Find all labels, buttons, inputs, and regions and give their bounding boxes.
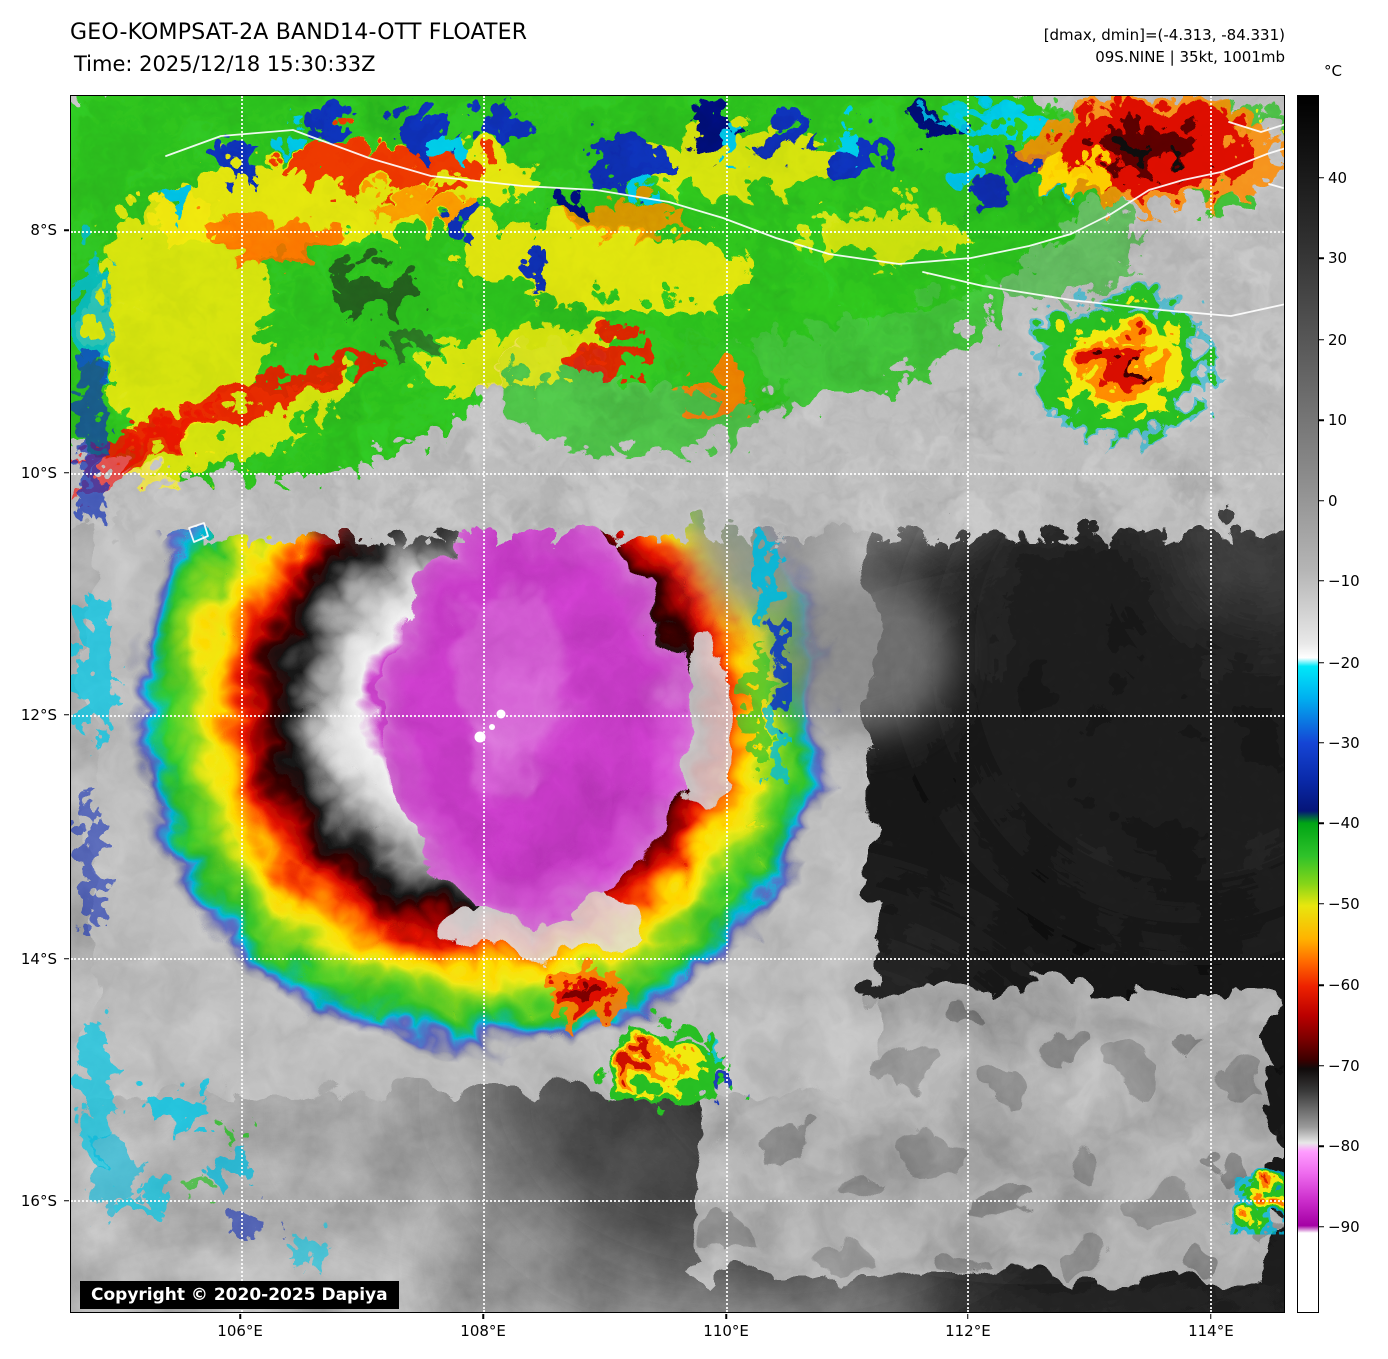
- gridline-lon: [1210, 96, 1212, 1312]
- gridline-lon: [967, 96, 970, 1312]
- lat-tick-label: 10°S: [20, 463, 57, 482]
- colorbar-tickmark: [1319, 1064, 1324, 1067]
- gridline-lat: [71, 714, 1284, 717]
- colorbar-tick-label: −20: [1328, 653, 1360, 672]
- colorbar-tick-label: −80: [1328, 1137, 1360, 1156]
- figure-timestamp: Time: 2025/12/18 15:30:33Z: [74, 52, 376, 76]
- info-block: [dmax, dmin]=(-4.313, -84.331) 09S.NINE …: [1044, 24, 1285, 68]
- colorbar-tickmark: [1319, 661, 1324, 664]
- colorbar-tick-label: 0: [1328, 491, 1338, 510]
- lon-tickmark: [482, 1314, 484, 1319]
- gridline-lon: [483, 96, 486, 1312]
- colorbar-tickmark: [1319, 177, 1324, 179]
- lon-tick-label: 114°E: [1188, 1322, 1234, 1340]
- lat-tickmark: [64, 229, 69, 231]
- satellite-scene: [71, 96, 1284, 1312]
- lon-tickmark: [239, 1314, 241, 1319]
- colorbar-tickmark: [1319, 1225, 1324, 1228]
- lon-tick-label: 106°E: [217, 1322, 263, 1340]
- colorbar-tickmark: [1319, 419, 1324, 421]
- colorbar-gradient: [1297, 95, 1319, 1313]
- colorbar-unit-label: °C: [1324, 62, 1342, 80]
- figure-title: GEO-KOMPSAT-2A BAND14-OTT FLOATER: [70, 20, 528, 45]
- colorbar-tickmark: [1319, 339, 1324, 341]
- colorbar-tickmark: [1319, 742, 1324, 744]
- gridline-lat: [71, 472, 1284, 475]
- lat-tickmark: [64, 471, 69, 474]
- map-area: Copyright © 2020-2025 Dapiya: [70, 95, 1285, 1313]
- lon-tick-label: 110°E: [703, 1322, 749, 1340]
- copyright-badge: Copyright © 2020-2025 Dapiya: [80, 1281, 399, 1309]
- lon-tickmark: [967, 1314, 969, 1319]
- colorbar-tick-label: 30: [1328, 249, 1348, 268]
- lon-tickmark: [725, 1314, 727, 1319]
- gridline-lat: [71, 1200, 1284, 1203]
- colorbar-tick-label: −60: [1328, 976, 1360, 995]
- lon-axis: 106°E 108°E 110°E 112°E 114°E: [70, 1314, 1285, 1350]
- colorbar-tick-label: −70: [1328, 1056, 1360, 1075]
- lon-tick-label: 112°E: [945, 1322, 991, 1340]
- lat-tick-label: 8°S: [30, 221, 57, 240]
- gridline-lat: [71, 230, 1284, 233]
- lat-tick-label: 16°S: [20, 1191, 57, 1210]
- colorbar-tickmark: [1319, 984, 1324, 987]
- colorbar-tickmark: [1319, 580, 1324, 582]
- gridline-lat: [71, 958, 1284, 961]
- storm-info-readout: 09S.NINE | 35kt, 1001mb: [1095, 48, 1285, 66]
- colorbar-tickmark: [1319, 822, 1324, 825]
- colorbar-tick-label: −40: [1328, 814, 1360, 833]
- lon-tickmark: [1210, 1314, 1212, 1319]
- colorbar-tick-label: 40: [1328, 168, 1348, 187]
- colorbar-tickmark: [1319, 257, 1324, 259]
- lat-tick-label: 12°S: [20, 705, 57, 724]
- lat-tickmark: [64, 714, 69, 716]
- lon-tick-label: 108°E: [460, 1322, 506, 1340]
- colorbar-tick-label: −50: [1328, 894, 1360, 913]
- dmax-dmin-readout: [dmax, dmin]=(-4.313, -84.331): [1043, 26, 1285, 44]
- colorbar-tickmark: [1319, 499, 1324, 502]
- colorbar-tickmark: [1319, 1145, 1324, 1147]
- colorbar-tickmark: [1319, 903, 1324, 905]
- colorbar-tick-label: −30: [1328, 733, 1360, 752]
- lat-tickmark: [64, 957, 69, 960]
- colorbar-tick-label: 10: [1328, 411, 1348, 430]
- gridline-lon: [726, 96, 729, 1312]
- lat-tick-label: 14°S: [20, 949, 57, 968]
- lat-axis: 8°S 10°S 12°S 14°S 16°S: [0, 95, 70, 1313]
- colorbar-tick-label: −90: [1328, 1217, 1360, 1236]
- lat-tickmark: [64, 1200, 69, 1202]
- gridline-lon: [240, 96, 243, 1312]
- colorbar-tick-label: −10: [1328, 571, 1360, 590]
- colorbar-tick-label: 20: [1328, 330, 1348, 349]
- colorbar: °C 40 30 20 10 0 −10 −20 −30 −40 −50 −60 −70 −80 −90: [1297, 62, 1388, 1313]
